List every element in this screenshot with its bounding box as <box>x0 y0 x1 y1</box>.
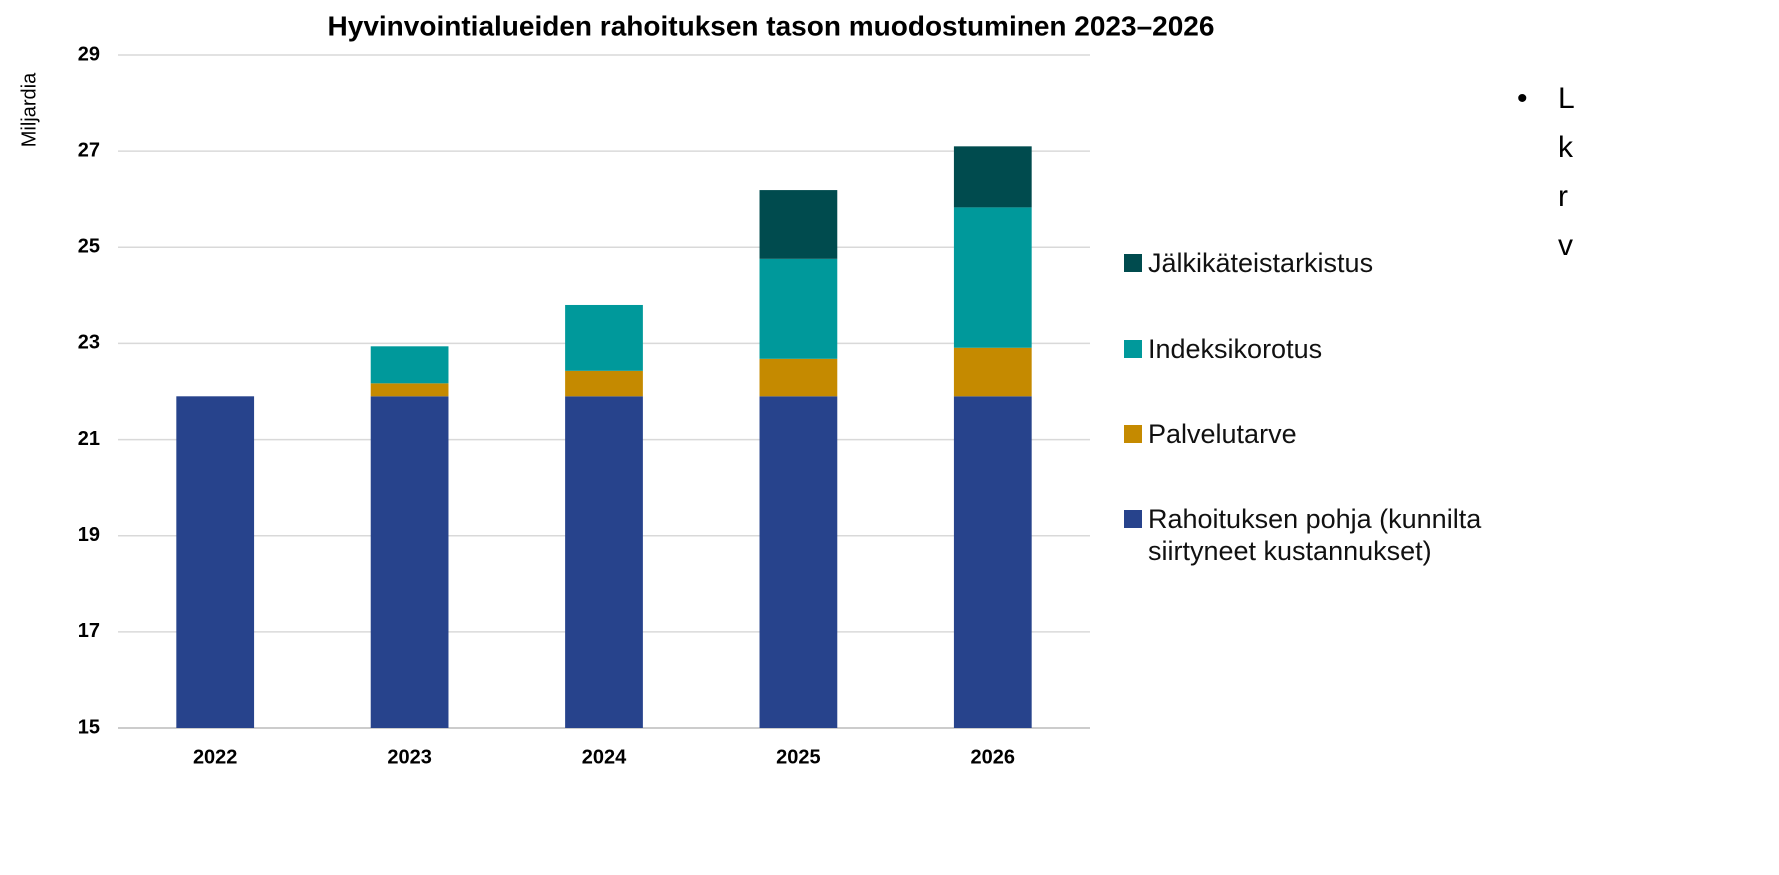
bar-segment <box>565 370 643 397</box>
side-text: r <box>1558 180 1568 213</box>
bar-segment <box>759 358 838 397</box>
bar-segment <box>759 190 838 259</box>
bar-segment <box>370 383 449 397</box>
y-tick-label: 15 <box>78 716 100 738</box>
bar-segment <box>370 396 449 728</box>
bar-segment <box>953 146 1032 208</box>
bar-segment <box>176 396 255 728</box>
legend-label: Indeksikorotus <box>1148 334 1323 364</box>
y-tick-label: 17 <box>78 620 100 642</box>
bar-segment <box>370 346 449 384</box>
y-tick-label: 19 <box>78 524 100 546</box>
y-tick-label: 27 <box>78 139 100 161</box>
legend-label: Palvelutarve <box>1148 419 1297 449</box>
x-tick-label: 2022 <box>193 746 238 768</box>
legend-label: Jälkikäteistarkistus <box>1148 248 1374 278</box>
y-tick-label: 25 <box>78 236 100 258</box>
x-tick-label: 2026 <box>971 746 1016 768</box>
bar-segment <box>953 347 1032 397</box>
bar-segment <box>759 258 838 359</box>
bar-segment <box>953 207 1032 348</box>
legend-swatch <box>1124 254 1142 272</box>
x-tick-label: 2023 <box>387 746 432 768</box>
y-tick-label: 23 <box>78 332 100 354</box>
side-text: k <box>1558 131 1574 164</box>
legend-label: Rahoituksen pohja (kunnilta siirtyneet k… <box>1148 504 1482 566</box>
bullet: • <box>1517 82 1528 115</box>
y-axis-label: Miljardia <box>18 72 40 147</box>
legend-swatch <box>1124 510 1142 528</box>
side-text: v <box>1558 229 1573 262</box>
bar-segment <box>565 396 643 728</box>
y-tick-label: 21 <box>78 428 100 450</box>
bar-segment <box>565 304 643 371</box>
bar-segment <box>759 396 838 728</box>
y-tick-label: 29 <box>78 43 100 65</box>
side-text: L <box>1558 82 1575 115</box>
x-tick-label: 2024 <box>582 746 627 768</box>
legend-swatch <box>1124 340 1142 358</box>
legend-swatch <box>1124 425 1142 443</box>
bar-segment <box>953 396 1032 728</box>
x-tick-label: 2025 <box>776 746 821 768</box>
chart-title: Hyvinvointialueiden rahoituksen tason mu… <box>328 10 1215 41</box>
